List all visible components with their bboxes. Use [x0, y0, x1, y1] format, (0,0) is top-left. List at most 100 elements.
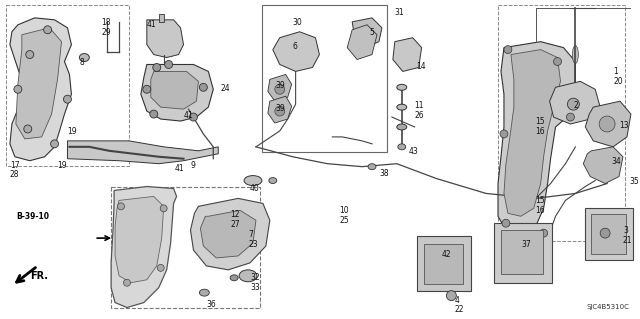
Text: 36: 36	[206, 300, 216, 308]
Text: 2: 2	[573, 101, 578, 110]
Polygon shape	[191, 198, 270, 270]
Polygon shape	[141, 64, 213, 121]
Circle shape	[599, 116, 615, 132]
Text: 7
23: 7 23	[248, 230, 258, 249]
Polygon shape	[200, 210, 256, 258]
Ellipse shape	[200, 289, 209, 296]
Text: 18
29: 18 29	[101, 18, 111, 37]
Polygon shape	[268, 96, 292, 123]
Polygon shape	[586, 101, 631, 147]
Bar	[591, 214, 626, 254]
Text: 8: 8	[79, 57, 84, 67]
Text: 15
16: 15 16	[536, 117, 545, 136]
Text: 37: 37	[522, 240, 532, 249]
Circle shape	[566, 113, 574, 121]
Ellipse shape	[230, 275, 238, 281]
Text: 9: 9	[191, 161, 195, 170]
Ellipse shape	[368, 164, 376, 170]
Circle shape	[63, 95, 72, 103]
Text: B-39-10: B-39-10	[16, 212, 49, 221]
Polygon shape	[111, 187, 177, 308]
Text: 19: 19	[67, 127, 77, 136]
Text: SJC4B5310C: SJC4B5310C	[586, 303, 629, 309]
Text: 30: 30	[292, 18, 302, 27]
Polygon shape	[151, 71, 198, 109]
Polygon shape	[550, 81, 600, 124]
Text: 17
28: 17 28	[10, 161, 20, 179]
Polygon shape	[159, 14, 164, 22]
Bar	[494, 223, 552, 283]
Circle shape	[143, 85, 151, 93]
Text: 43: 43	[409, 147, 419, 156]
Circle shape	[150, 110, 157, 118]
Polygon shape	[268, 74, 292, 101]
Ellipse shape	[269, 178, 276, 183]
Polygon shape	[393, 38, 422, 71]
Circle shape	[504, 46, 512, 54]
Text: 40: 40	[250, 183, 260, 193]
Circle shape	[189, 113, 197, 121]
Bar	[498, 5, 625, 241]
Circle shape	[600, 228, 610, 238]
Text: 41: 41	[147, 20, 156, 29]
Circle shape	[275, 106, 285, 116]
Ellipse shape	[79, 54, 90, 62]
Polygon shape	[115, 197, 164, 283]
Text: FR.: FR.	[30, 271, 48, 281]
Text: 14: 14	[417, 62, 426, 70]
Polygon shape	[16, 28, 61, 139]
Text: 19: 19	[58, 161, 67, 170]
Polygon shape	[147, 20, 184, 57]
Bar	[424, 244, 463, 284]
Circle shape	[26, 51, 34, 58]
Circle shape	[568, 98, 579, 110]
Ellipse shape	[397, 84, 407, 90]
Circle shape	[118, 203, 125, 210]
Circle shape	[500, 130, 508, 138]
Text: 24: 24	[220, 84, 230, 93]
Text: 39: 39	[276, 104, 285, 113]
Circle shape	[14, 85, 22, 93]
Ellipse shape	[397, 104, 407, 110]
Bar	[6, 5, 129, 166]
Polygon shape	[273, 32, 319, 71]
Text: 35: 35	[629, 177, 639, 186]
Circle shape	[157, 264, 164, 271]
Circle shape	[554, 57, 561, 65]
Ellipse shape	[239, 270, 257, 282]
Bar	[501, 230, 543, 274]
Text: 6: 6	[292, 42, 298, 51]
Text: 41: 41	[184, 111, 193, 120]
Text: 12
27: 12 27	[230, 210, 240, 229]
Text: 39: 39	[276, 81, 285, 90]
Ellipse shape	[572, 46, 579, 63]
Bar	[586, 208, 633, 260]
Text: 11
26: 11 26	[415, 101, 424, 120]
Circle shape	[153, 63, 161, 71]
Text: 4
22: 4 22	[454, 296, 464, 314]
Bar	[111, 187, 260, 308]
Ellipse shape	[398, 144, 406, 150]
Text: 42: 42	[442, 250, 451, 259]
Bar	[262, 5, 387, 152]
Text: 5: 5	[369, 28, 374, 37]
Circle shape	[164, 61, 173, 69]
Text: 10
25: 10 25	[339, 206, 349, 225]
Text: 38: 38	[379, 169, 388, 178]
Polygon shape	[352, 18, 382, 48]
Circle shape	[44, 26, 52, 34]
Circle shape	[447, 291, 456, 300]
Circle shape	[540, 229, 548, 237]
Circle shape	[51, 140, 58, 148]
Bar	[417, 236, 471, 291]
Polygon shape	[10, 18, 72, 161]
Circle shape	[24, 125, 32, 133]
Text: 15
16: 15 16	[536, 197, 545, 215]
Ellipse shape	[244, 175, 262, 186]
Text: 1
20: 1 20	[613, 67, 623, 86]
Circle shape	[502, 219, 510, 227]
Text: 3
21: 3 21	[623, 226, 632, 245]
Circle shape	[275, 84, 285, 94]
Circle shape	[200, 83, 207, 91]
Text: 13: 13	[619, 121, 628, 130]
